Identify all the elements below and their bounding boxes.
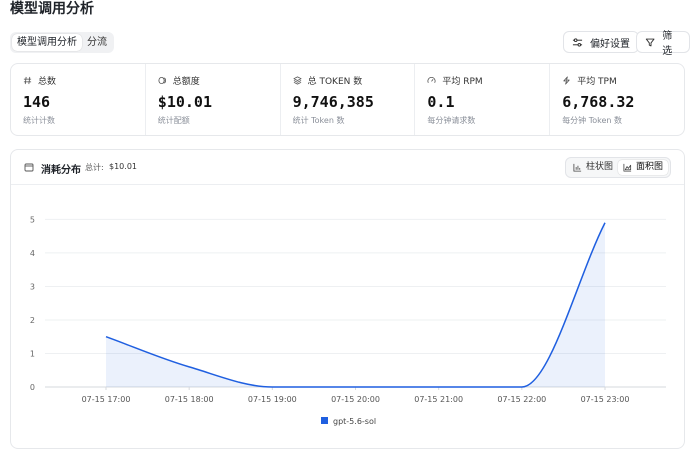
area-chart-button[interactable]: 面积图: [617, 160, 668, 175]
y-tick-label: 3: [30, 282, 35, 291]
preferences-button[interactable]: 偏好设置: [563, 31, 639, 53]
x-tick-label: 07-15 18:00: [165, 395, 214, 404]
stat-total-count: 总数 146 统计计数: [11, 64, 146, 135]
consumption-card: 消耗分布 总计: $10.01 柱状图 面积图 0 1 2 3 4 5 07-15 17:0…: [10, 149, 685, 449]
x-tick-label: 07-15 23:00: [581, 395, 630, 404]
stat-label: 总额度: [172, 76, 200, 87]
card-header: 消耗分布 总计: $10.01 柱状图 面积图: [11, 150, 684, 185]
y-tick-label: 5: [30, 215, 35, 224]
sliders-icon: [572, 37, 583, 47]
total-value: $10.01: [109, 162, 137, 171]
stat-total-tokens: 总 TOKEN 数 9,746,385 统计 Token 数: [281, 64, 416, 135]
bar-chart-label: 柱状图: [585, 162, 613, 172]
stat-total-quota: 总额度 $10.01 统计配额: [146, 64, 281, 135]
legend-swatch: [321, 417, 328, 424]
stat-label: 平均 TPM: [577, 76, 617, 87]
tab-routing[interactable]: 分流: [87, 37, 107, 48]
total-label: 总计:: [85, 163, 104, 172]
stat-sub: 每分钟请求数: [427, 116, 476, 125]
stat-label: 总 TOKEN 数: [307, 76, 363, 87]
y-tick-label: 0: [30, 383, 35, 392]
stat-sub: 统计配额: [157, 116, 190, 125]
area-chart-icon: [623, 163, 632, 172]
stat-label: 总数: [38, 76, 57, 87]
funnel-icon: [645, 38, 655, 46]
x-tick-label: 07-15 22:00: [497, 395, 546, 404]
stat-sub: 每分钟 Token 数: [562, 116, 623, 125]
stat-label: 平均 RPM: [442, 76, 483, 87]
stat-value: 0.1: [427, 93, 455, 111]
x-tick-label: 07-15 20:00: [331, 395, 380, 404]
y-tick-label: 1: [30, 349, 35, 358]
filter-button[interactable]: 筛选: [636, 31, 690, 57]
x-tick-label: 07-15 19:00: [248, 395, 297, 404]
gauge-icon: [427, 76, 436, 83]
filter-label: 筛选: [662, 31, 673, 57]
tab-model-analysis[interactable]: 模型调用分析: [12, 34, 82, 51]
y-tick-label: 4: [30, 249, 35, 258]
legend-label: gpt-5.6-sol: [333, 417, 376, 426]
stat-average-rpm: 平均 RPM 0.1 每分钟请求数: [415, 64, 551, 135]
y-tick-label: 2: [30, 316, 35, 325]
x-tick-label: 07-15 21:00: [414, 395, 463, 404]
series-area: [106, 222, 605, 387]
bar-chart-icon: [573, 163, 582, 172]
stat-value: 146: [23, 93, 51, 111]
chart-type-toggle: 柱状图 面积图: [564, 157, 671, 178]
preferences-label: 偏好设置: [590, 38, 630, 50]
wallet-icon: [24, 163, 34, 172]
view-tabs: 模型调用分析 分流: [10, 32, 114, 53]
bar-chart-button[interactable]: 柱状图: [568, 160, 618, 175]
coin-icon: [158, 76, 166, 84]
stat-average-tpm: 平均 TPM 6,768.32 每分钟 Token 数: [550, 64, 684, 135]
x-tick-label: 07-15 17:00: [82, 395, 131, 404]
layers-icon: [293, 75, 302, 85]
hash-icon: [23, 76, 32, 84]
page-title: 模型调用分析: [10, 1, 94, 17]
lightning-icon: [563, 75, 570, 85]
stat-sub: 统计计数: [23, 116, 55, 125]
stat-value: 6,768.32: [562, 93, 635, 111]
stat-value: $10.01: [157, 93, 212, 111]
area-chart-label: 面积图: [635, 162, 663, 172]
consumption-area-chart: 0 1 2 3 4 5 07-15 17:00 07-15 18:00 07-15 19:00 0…: [30, 215, 666, 426]
stat-value: 9,746,385: [292, 93, 374, 111]
card-title: 消耗分布: [41, 165, 81, 176]
stats-panel: 总数 146 统计计数 总额度 $10.01 统计配额 总 TOKEN 数 9,…: [10, 63, 685, 136]
series-line: [105, 222, 606, 388]
stat-sub: 统计 Token 数: [292, 116, 345, 125]
